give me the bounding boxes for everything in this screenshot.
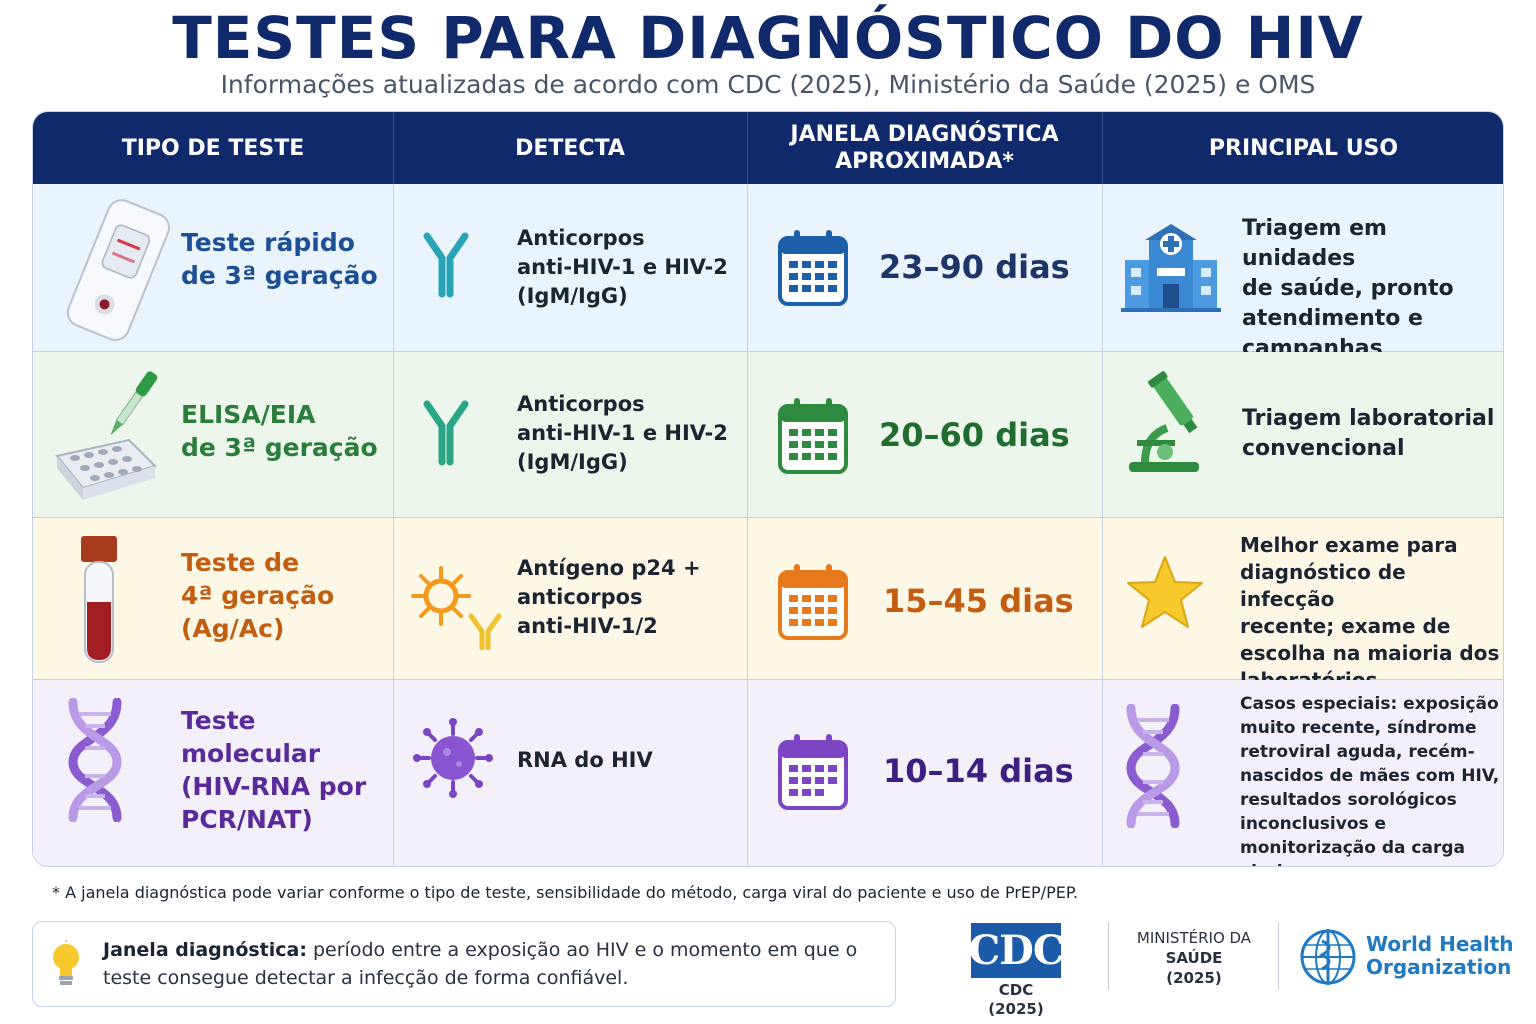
- cdc-caption: CDC (2025): [988, 981, 1044, 1018]
- cdc-logo: CDC: [968, 923, 1065, 978]
- window-days: 23–90 dias: [879, 248, 1070, 286]
- dna-helix-icon: [68, 698, 122, 822]
- table-row: Teste rápido de 3ª geração Anticorpos an…: [33, 184, 1503, 361]
- detects-text: RNA do HIV: [517, 748, 653, 772]
- calendar-icon: [778, 230, 848, 306]
- test-name: ELISA/EIA de 3ª geração: [181, 400, 378, 462]
- detects-text: Anticorpos anti-HIV-1 e HIV-2 (IgM/IgG): [517, 392, 728, 474]
- test-name: Teste de 4ª geração (Ag/Ac): [181, 548, 335, 643]
- header-janela: JANELA DIAGNÓSTICA APROXIMADA*: [790, 122, 1059, 174]
- table-row: Teste de 4ª geração (Ag/Ac) Antígeno p24…: [33, 518, 1503, 692]
- definition-box: Janela diagnóstica: período entre a expo…: [32, 921, 896, 1007]
- table-header: TIPO DE TESTE DETECTA JANELA DIAGNÓSTICA…: [33, 112, 1503, 184]
- page-subtitle: Informações atualizadas de acordo com CD…: [220, 70, 1316, 99]
- header-detecta: DETECTA: [515, 135, 625, 161]
- window-days: 10–14 dias: [883, 752, 1074, 790]
- definition-term: Janela diagnóstica:: [103, 939, 307, 961]
- definition-text: Janela diagnóstica: período entre a expo…: [103, 936, 883, 992]
- header-tipo-de-teste: TIPO DE TESTE: [121, 135, 305, 161]
- test-name: Teste rápido de 3ª geração: [181, 228, 378, 290]
- footnote: * A janela diagnóstica pode variar confo…: [52, 883, 1079, 902]
- tests-table: TIPO DE TESTE DETECTA JANELA DIAGNÓSTICA…: [32, 111, 1504, 867]
- page-title: TESTES PARA DIAGNÓSTICO DO HIV: [172, 4, 1364, 72]
- detects-text: Antígeno p24 + anticorpos anti-HIV-1/2: [517, 556, 701, 638]
- main-use: Melhor exame para diagnóstico de infecçã…: [1240, 533, 1500, 692]
- virus-antigen-icon: [411, 566, 502, 650]
- calendar-icon: [778, 734, 848, 810]
- antibody-icon: [423, 232, 469, 298]
- window-days: 15–45 dias: [883, 582, 1074, 620]
- detects-text: Anticorpos anti-HIV-1 e HIV-2 (IgM/IgG): [517, 226, 728, 308]
- blood-tube-icon: [81, 536, 117, 663]
- star-icon: [1127, 556, 1203, 628]
- microscope-icon: [1129, 371, 1199, 472]
- rapid-test-cassette-icon: [66, 199, 170, 341]
- header-principal-uso: PRINCIPAL USO: [1208, 135, 1399, 161]
- table-row: ELISA/EIA de 3ª geração Anticorpos anti-…: [33, 352, 1503, 518]
- window-days: 20–60 dias: [879, 416, 1070, 454]
- lightbulb-icon: [53, 940, 79, 985]
- virus-icon: [413, 718, 493, 798]
- definition-body: período entre a exposição ao HIV e o mom…: [103, 939, 858, 989]
- ministerio-saude-label: MINISTÉRIO DA SAÚDE (2025): [1136, 929, 1252, 987]
- calendar-icon: [778, 398, 848, 474]
- test-name: Teste molecular (HIV-RNA por PCR/NAT): [181, 706, 367, 834]
- main-use: Casos especiais: exposição muito recente…: [1240, 694, 1500, 866]
- calendar-icon: [778, 564, 848, 640]
- dna-helix-icon: [1126, 704, 1180, 828]
- table-row: Teste molecular (HIV-RNA por PCR/NAT) RN…: [33, 680, 1503, 866]
- who-globe-icon: [1300, 929, 1356, 985]
- main-use: Triagem em unidades de saúde, pronto ate…: [1242, 216, 1454, 361]
- main-use: Triagem laboratorial convencional: [1242, 406, 1495, 461]
- who-name: World Health Organization: [1366, 932, 1514, 979]
- hospital-icon: [1121, 224, 1221, 312]
- pipette-microplate-icon: [55, 371, 158, 500]
- antibody-icon: [423, 400, 469, 466]
